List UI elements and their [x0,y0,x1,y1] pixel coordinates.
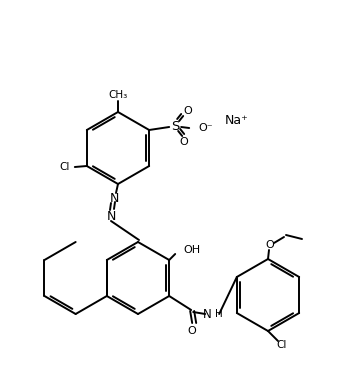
Text: Cl: Cl [60,162,70,172]
Text: O⁻: O⁻ [198,123,213,133]
Text: CH₃: CH₃ [108,90,128,100]
Text: N: N [106,209,116,222]
Text: H: H [215,309,223,319]
Text: O: O [184,106,192,116]
Text: O: O [266,240,274,250]
Text: OH: OH [183,245,200,255]
Text: N: N [109,192,119,205]
Text: O: O [188,326,196,336]
Text: Na⁺: Na⁺ [225,114,249,127]
Text: O: O [180,137,188,147]
Text: Cl: Cl [277,340,287,350]
Text: N: N [203,307,211,320]
Text: S: S [171,120,179,132]
